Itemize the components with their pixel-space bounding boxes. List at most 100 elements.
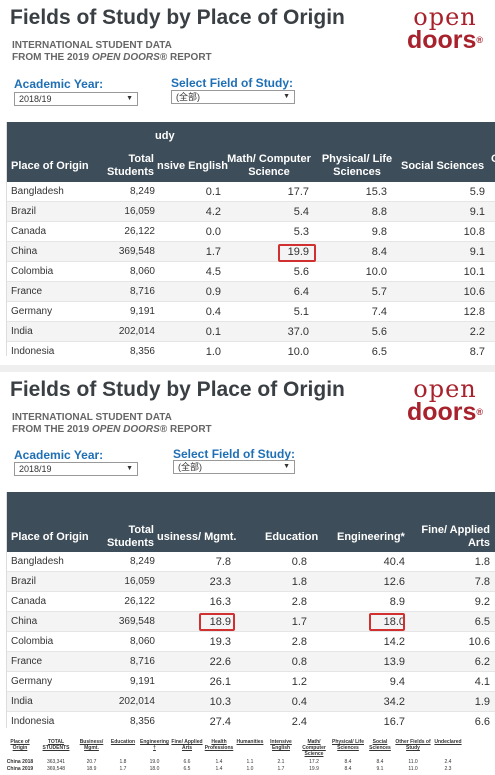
table-header: Place of Origin Total Students usiness/ …: [7, 492, 495, 552]
page-title: Fields of Study by Place of Origin: [10, 378, 345, 401]
col-total-students[interactable]: Total Students: [106, 524, 154, 549]
cell-value: 19.9: [287, 246, 309, 258]
cell-value: 8.7: [469, 346, 485, 356]
summary-cell: 6.5: [183, 766, 191, 772]
cell-total: 202,014: [118, 326, 155, 337]
summary-col-header: Social Sciences: [369, 739, 391, 751]
table-row[interactable]: Bangladesh 8,249 0.1 17.7 15.3 5.9: [7, 182, 495, 202]
col-physical-life-sciences[interactable]: Physical/ Life Sciences: [321, 153, 393, 178]
cell-value: 10.3: [209, 696, 231, 708]
cell-value: 0.1: [205, 186, 221, 198]
col-social-sciences[interactable]: Social Sciences: [401, 160, 485, 172]
open-doors-logo: open doors®: [405, 5, 485, 53]
col-other-partial[interactable]: O: [491, 153, 495, 166]
academic-year-dropdown[interactable]: 2018/19 ▼: [14, 462, 138, 476]
summary-cell: 11.0: [408, 766, 418, 772]
field-of-study-dropdown[interactable]: (全部) ▼: [171, 90, 295, 104]
cell-total: 26,122: [124, 596, 155, 607]
cell-value: 9.1: [469, 246, 485, 258]
cell-value: 0.0: [205, 226, 221, 238]
cell-value: 13.9: [383, 656, 405, 668]
summary-cell: 19.0: [149, 759, 160, 765]
table-row[interactable]: Bangladesh 8,249 7.8 0.8 40.4 1.8: [7, 552, 495, 572]
summary-table: Place of Origin TOTAL STUDENTS Business/ M…: [3, 739, 492, 773]
cell-value: 23.3: [209, 576, 231, 588]
summary-col-header: Humanities: [236, 739, 264, 745]
table-row[interactable]: India 202,014 10.3 0.4 34.2 1.9: [7, 692, 495, 712]
summary-cell: 2.3: [444, 766, 452, 772]
col-total-students[interactable]: Total Students: [106, 153, 154, 178]
summary-col-header: Engineering †: [140, 739, 169, 751]
table-row[interactable]: Canada 26,122 16.3 2.8 8.9 9.2: [7, 592, 495, 612]
field-of-study-dropdown[interactable]: (全部) ▼: [173, 460, 295, 474]
cell-total: 8,716: [129, 656, 155, 667]
col-math-computer-science[interactable]: Math/ Computer Science: [227, 153, 311, 178]
summary-cell: 2.4: [444, 759, 452, 765]
cell-place: Brazil: [11, 206, 37, 217]
col-intensive-english[interactable]: nsive English: [157, 160, 228, 172]
summary-col-header: Place of Origin: [10, 739, 30, 751]
cell-total: 9,191: [129, 676, 155, 687]
table-row[interactable]: Colombia 8,060 4.5 5.6 10.0 10.1: [7, 262, 495, 282]
cell-value: 10.6: [468, 636, 490, 648]
cell-value: 0.8: [291, 656, 307, 668]
cell-value: 6.2: [474, 656, 490, 668]
cell-value: 37.0: [287, 326, 309, 338]
summary-cell: China 2019: [6, 766, 34, 772]
cell-place: Indonesia: [11, 346, 55, 356]
cell-total: 8,249: [129, 556, 155, 567]
cell-value: 1.8: [474, 556, 490, 568]
summary-col-header: Education: [110, 739, 136, 745]
cell-place: Canada: [11, 596, 47, 607]
cell-value: 6.4: [293, 286, 309, 298]
col-place-of-origin[interactable]: Place of Origin: [11, 160, 89, 172]
col-fine-applied-arts[interactable]: Fine/ Applied Arts: [421, 524, 490, 549]
cell-place: Bangladesh: [11, 556, 64, 567]
cell-value: 40.4: [383, 556, 405, 568]
col-education[interactable]: Education: [265, 531, 319, 543]
chevron-down-icon: ▼: [126, 95, 133, 102]
table-row[interactable]: India 202,014 0.1 37.0 5.6 2.2: [7, 322, 495, 342]
col-engineering[interactable]: Engineering*: [337, 531, 405, 543]
cell-value: 9.2: [474, 596, 490, 608]
highlight-box: [199, 613, 235, 631]
chevron-down-icon: ▼: [126, 465, 133, 472]
cell-value: 2.4: [291, 716, 307, 728]
table-row[interactable]: Colombia 8,060 19.3 2.8 14.2 10.6: [7, 632, 495, 652]
table-row[interactable]: Indonesia 8,356 27.4 2.4 16.7 6.6: [7, 712, 495, 728]
table-row[interactable]: Brazil 16,059 4.2 5.4 8.8 9.1: [7, 202, 495, 222]
cell-value: 8.9: [389, 596, 405, 608]
cell-value: 1.7: [205, 246, 221, 258]
cell-value: 6.5: [474, 616, 490, 628]
table-row[interactable]: Canada 26,122 0.0 5.3 9.8 10.8: [7, 222, 495, 242]
summary-cell: 1.8: [119, 759, 127, 765]
table-row[interactable]: China 369,548 18.9 1.7 18.0 6.5: [7, 612, 495, 632]
col-business-mgmt[interactable]: usiness/ Mgmt.: [157, 531, 237, 543]
table-row[interactable]: China 369,548 1.7 19.9 8.4 9.1: [7, 242, 495, 262]
summary-cell: 11.0: [408, 759, 418, 765]
cell-value: 7.8: [474, 576, 490, 588]
table-row[interactable]: Indonesia 8,356 1.0 10.0 6.5 8.7: [7, 342, 495, 356]
cell-total: 16,059: [124, 206, 155, 217]
cell-value: 15.3: [365, 186, 387, 198]
cell-place: Germany: [11, 676, 53, 687]
cell-value: 5.4: [293, 206, 309, 218]
cell-place: India: [11, 326, 33, 337]
cell-value: 0.9: [205, 286, 221, 298]
col-place-of-origin[interactable]: Place of Origin: [11, 531, 89, 543]
cell-value: 0.1: [205, 326, 221, 338]
subtitle-line1: INTERNATIONAL STUDENT DATA: [12, 40, 172, 51]
summary-cell: 1.7: [119, 766, 127, 772]
academic-year-dropdown[interactable]: 2018/19 ▼: [14, 92, 138, 106]
table-row[interactable]: Germany 9,191 26.1 1.2 9.4 4.1: [7, 672, 495, 692]
table-row[interactable]: France 8,716 22.6 0.8 13.9 6.2: [7, 652, 495, 672]
highlight-box: [278, 244, 316, 262]
table-row[interactable]: Germany 9,191 0.4 5.1 7.4 12.8: [7, 302, 495, 322]
cell-place: Canada: [11, 226, 47, 237]
table-row[interactable]: Brazil 16,059 23.3 1.8 12.6 7.8: [7, 572, 495, 592]
cell-total: 8,249: [129, 186, 155, 197]
summary-cell: 6.6: [183, 759, 191, 765]
cell-total: 8,356: [129, 346, 155, 356]
table-row[interactable]: France 8,716 0.9 6.4 5.7 10.6: [7, 282, 495, 302]
summary-cell: 1.4: [215, 759, 223, 765]
